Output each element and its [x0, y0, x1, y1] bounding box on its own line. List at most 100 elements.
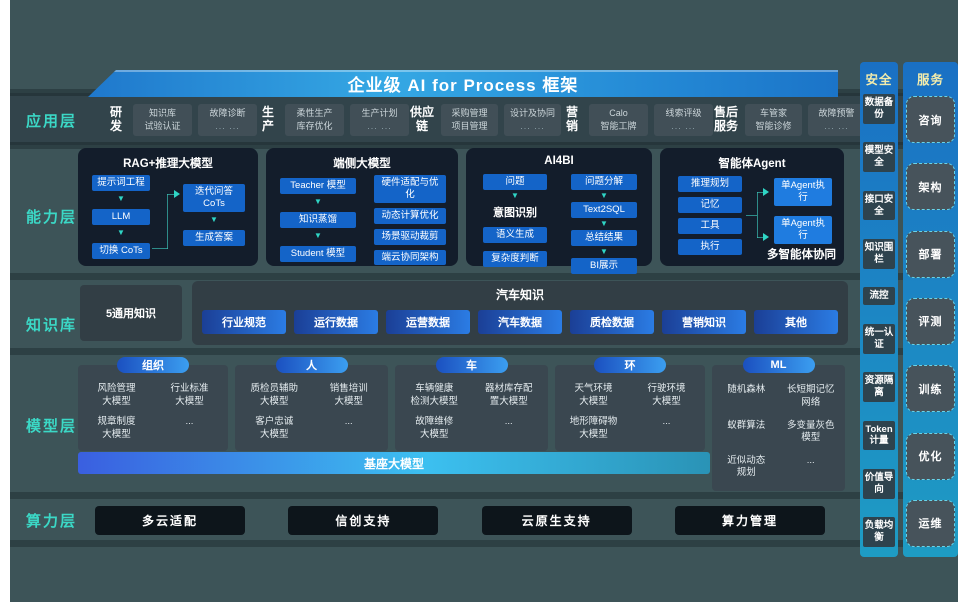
group-label: 售后服务: [714, 105, 739, 133]
model-group-vehicle: 车 车辆健康 检测大模型 器材库存配 置大模型 故障维修 大模型 ...: [395, 357, 548, 451]
model-item: 销售培训 大模型: [329, 383, 368, 407]
service-item: 运维: [906, 499, 955, 547]
service-item: 优化: [906, 432, 955, 480]
arrow-down-icon: ▼: [600, 190, 608, 200]
flow-node: 问题: [483, 174, 547, 190]
security-item: 知识围栏: [863, 239, 895, 269]
group-pill: 车: [435, 357, 508, 373]
model-item: 客户忠诚 大模型: [255, 416, 294, 440]
knowledge-chip: 运行数据: [294, 310, 378, 334]
model-item: 多变量灰色 模型: [786, 419, 835, 443]
agent-box: 智能体Agent 推理规划 记忆 工具 执行 单Agent执行 单Agent执行…: [660, 148, 844, 266]
model-item: 蚁群算法: [727, 419, 766, 431]
model-item: 近似动态 规划: [727, 454, 766, 479]
model-item: ...: [806, 454, 815, 466]
flow-node: 复杂度判断: [483, 250, 547, 267]
model-item: 长短期记忆 网络: [786, 384, 835, 408]
ai4bi-left-flow: 问题 ▼ 意图识别 语义生成 复杂度判断: [478, 174, 552, 267]
model-item: ...: [662, 416, 671, 428]
flow-node: Text2SQL: [571, 201, 637, 218]
flow-connector: [167, 194, 175, 195]
layer-divider: [10, 142, 958, 149]
security-item: 流控: [863, 287, 895, 306]
list-node: 执行: [678, 238, 742, 255]
security-item: 负载均衡: [863, 517, 895, 547]
app-box: 生产计划 ... ...: [350, 104, 410, 136]
model-group-people: 人 质检员辅助 大模型 销售培训 大模型 客户忠诚 大模型 ...: [235, 357, 388, 451]
app-box: 采购管理 项目管理: [441, 104, 499, 136]
service-item: 评测: [906, 297, 955, 345]
foundation-model-bar: 基座大模型: [78, 452, 710, 474]
model-group-org: 组织 风险管理 大模型 行业标准 大模型 规章制度 大模型 ...: [78, 357, 228, 451]
flow-node: Teacher 模型: [280, 178, 356, 194]
flow-node: 切换 CoTs: [92, 242, 150, 259]
multi-agent-label: 多智能体协同: [767, 249, 836, 261]
flow-node: LLM: [92, 208, 150, 225]
app-item: 库存优化: [296, 121, 333, 131]
ai4bi-right-flow: 问题分解 ▼ Text2SQL ▼ 总结结果 ▼ BI展示: [568, 174, 640, 274]
security-item: 模型安全: [863, 142, 895, 173]
security-panel: 安全 数据备份 模型安全 接口安全 知识围栏 流控 统一认证 资源隔离 Toke…: [860, 62, 898, 557]
arrow-down-icon: ▼: [117, 193, 125, 203]
flow-label: 意图识别: [493, 206, 537, 219]
app-box: 知识库 试验认证: [133, 104, 193, 136]
model-item: 风险管理 大模型: [97, 383, 136, 407]
model-box: 质检员辅助 大模型 销售培训 大模型 客户忠诚 大模型 ...: [235, 365, 388, 451]
capability-layer: RAG+推理大模型 提示词工程 ▼ LLM ▼ 切换 CoTs 迭代问答CoTs…: [78, 148, 844, 274]
layer-label-model: 模型层: [26, 418, 78, 435]
model-item: 行业标准 大模型: [170, 383, 209, 407]
service-item: 部署: [906, 230, 955, 278]
model-box: 天气环境 大模型 行驶环境 大模型 地形障碍物 大模型 ...: [555, 365, 705, 451]
model-item: ...: [344, 416, 353, 428]
agent-left-list: 推理规划 记忆 工具 执行: [674, 176, 746, 255]
model-item: ...: [504, 416, 513, 428]
box-title: AI4BI: [544, 155, 574, 167]
service-item: 咨询: [906, 96, 955, 143]
app-box: 设计及协同 ... ...: [504, 104, 562, 136]
flow-node: Student 模型: [280, 245, 356, 262]
app-group-rnd: 研发 知识库 试验认证 故障诊断 ... ...: [105, 104, 258, 136]
flow-node: 总结结果: [571, 229, 637, 246]
arrow-down-icon: ▼: [210, 214, 218, 224]
agent-right-list: 单Agent执行 单Agent执行: [772, 178, 834, 244]
panel-title: 服务: [916, 73, 944, 87]
app-box: Calo 智能工牌: [589, 104, 649, 136]
box-title: RAG+推理大模型: [123, 158, 213, 170]
knowledge-chip: 质检数据: [570, 310, 654, 334]
app-group-marketing: 营销 Calo 智能工牌 线索评级 ... ...: [561, 104, 714, 136]
security-item: 统一认证: [863, 323, 895, 354]
model-layer: 组织 风险管理 大模型 行业标准 大模型 规章制度 大模型 ... 人 质检员辅…: [78, 357, 845, 491]
app-group-supply-chain: 供应链 采购管理 项目管理 设计及协同 ... ...: [409, 104, 562, 136]
agent-exec-node: 单Agent执行: [774, 178, 832, 206]
list-node: 工具: [678, 217, 742, 234]
app-item: Calo: [609, 108, 628, 119]
flow-connector: [757, 237, 764, 238]
app-item: 生产计划: [361, 108, 398, 119]
security-item: 接口安全: [863, 190, 895, 221]
model-item: 地形障碍物 大模型: [569, 416, 618, 440]
list-node: 推理规划: [678, 176, 742, 192]
general-knowledge-box: 5通用知识: [80, 285, 182, 341]
list-node: 记忆: [678, 196, 742, 213]
flow-node: 语义生成: [483, 226, 547, 243]
model-item: 故障维修 大模型: [415, 416, 454, 440]
group-label: 研发: [110, 105, 123, 133]
app-item: ... ...: [671, 121, 696, 131]
app-box: 柔性生产 库存优化: [285, 104, 345, 136]
app-item: 项目管理: [451, 121, 488, 131]
flow-node: 迭代问答CoTs: [183, 184, 245, 212]
group-pill: 环: [594, 357, 666, 373]
edge-right-list: 硬件适配与优化 动态计算优化 场景驱动裁剪 端云协同架构: [370, 175, 450, 266]
app-item: 柔性生产: [296, 108, 333, 119]
knowledge-chip-row: 行业规范 运行数据 运营数据 汽车数据 质检数据 营销知识 其他: [202, 310, 838, 334]
model-item: ...: [185, 416, 194, 428]
service-item: 架构: [906, 163, 955, 211]
layer-label-compute: 算力层: [26, 513, 78, 530]
compute-box: 算力管理: [674, 506, 825, 535]
model-group-environment: 环 天气环境 大模型 行驶环境 大模型 地形障碍物 大模型 ...: [555, 357, 705, 451]
group-pill: 人: [275, 357, 348, 373]
app-item: 试验认证: [144, 121, 181, 131]
app-item: 车管家: [760, 108, 788, 119]
arrow-down-icon: ▼: [314, 230, 322, 240]
app-item: 设计及协同: [510, 108, 556, 119]
